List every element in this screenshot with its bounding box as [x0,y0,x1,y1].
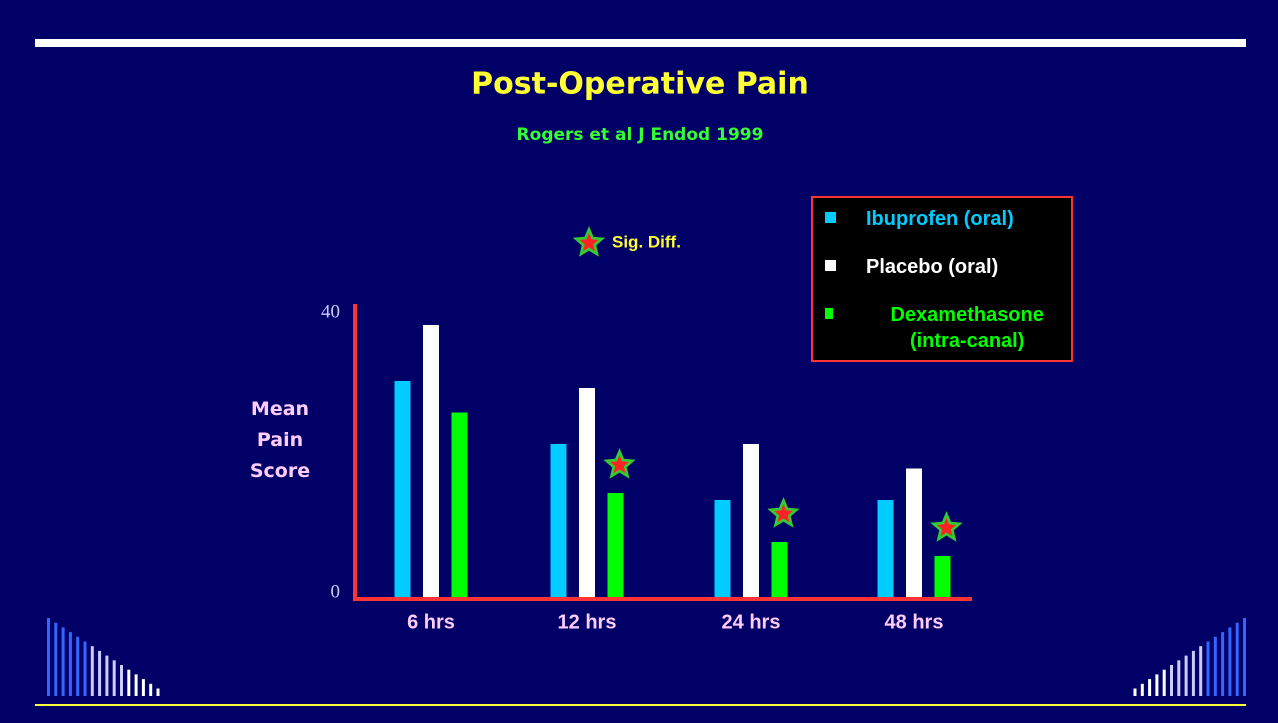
decor-bar [1170,665,1173,696]
decor-bar [134,674,138,696]
decor-bar [1155,674,1159,696]
bar [579,388,595,598]
decor-bar [120,665,123,696]
decor-bar [1206,641,1210,696]
sig-star-core [774,504,793,523]
decor-bar [1184,655,1188,696]
decor-bar [98,650,102,696]
sig-star-core [579,233,599,252]
decor-bar [1235,622,1239,696]
bar [394,381,411,598]
chart-subtitle: Rogers et al J Endod 1999 [517,125,764,145]
decor-bar [68,632,72,696]
sig-star-core [937,518,956,537]
bar [934,556,951,598]
top-rule [35,39,1246,47]
annotation: Sig. Diff. [612,232,681,251]
x-tick-label: 6 hrs [407,611,455,633]
bar [714,500,731,598]
decor-bar [1243,618,1246,696]
decor-bar [156,688,160,696]
bar [607,493,624,598]
legend-swatch [825,308,834,319]
decoration [47,618,1246,696]
decor-bar [105,655,109,696]
decor-bar [1162,669,1166,696]
y-axis-label: Mean Pain Score [249,398,311,482]
decor-bar [1228,627,1232,696]
legend-entry: Placebo (oral) [825,254,998,280]
decor-bar [1199,646,1203,696]
x-tick-label: 24 hrs [722,611,781,633]
legend-entry: Dexamethasone (intra-canal) [825,302,1071,354]
decor-bar [83,641,87,696]
decor-bar [1148,679,1152,696]
legend-entry: Ibuprofen (oral) [825,206,1014,232]
legend-swatch [825,260,836,271]
legend-swatch [825,212,836,223]
decor-bar [127,669,131,696]
decor-bar [90,646,94,696]
decor-bar [54,622,58,696]
legend-label: Ibuprofen (oral) [866,208,1014,230]
decor-bar [1221,632,1225,696]
decor-bar [1140,683,1144,696]
decor-bar [149,683,153,696]
legend-label: Dexamethasone (intra-canal) [890,304,1044,352]
bar [451,412,468,598]
decor-bar [1177,660,1181,696]
decor-bar [76,636,80,696]
chart-title: Post-Operative Pain [471,67,809,102]
decor-bar [1191,650,1195,696]
decor-bar [141,679,145,696]
bar [550,444,567,598]
bar [877,500,894,598]
decor-bar [47,618,50,696]
y-tick-label: 0 [331,581,341,602]
x-tick-label: 48 hrs [885,611,944,633]
bar [743,444,759,598]
x-tick-label: 12 hrs [558,611,617,633]
legend-label: Placebo (oral) [866,256,999,278]
decor-bar [1213,636,1217,696]
bar [906,468,922,598]
sig-star-core [610,455,629,474]
decor-bar [112,660,116,696]
legend: Ibuprofen (oral) Placebo (oral) Dexamethas… [811,196,1073,362]
bottom-rule [35,704,1246,706]
decor-bar [1133,688,1137,696]
decor-bar [61,627,65,696]
y-tick-label: 40 [321,301,340,322]
bar [423,325,439,598]
bar [771,542,788,598]
